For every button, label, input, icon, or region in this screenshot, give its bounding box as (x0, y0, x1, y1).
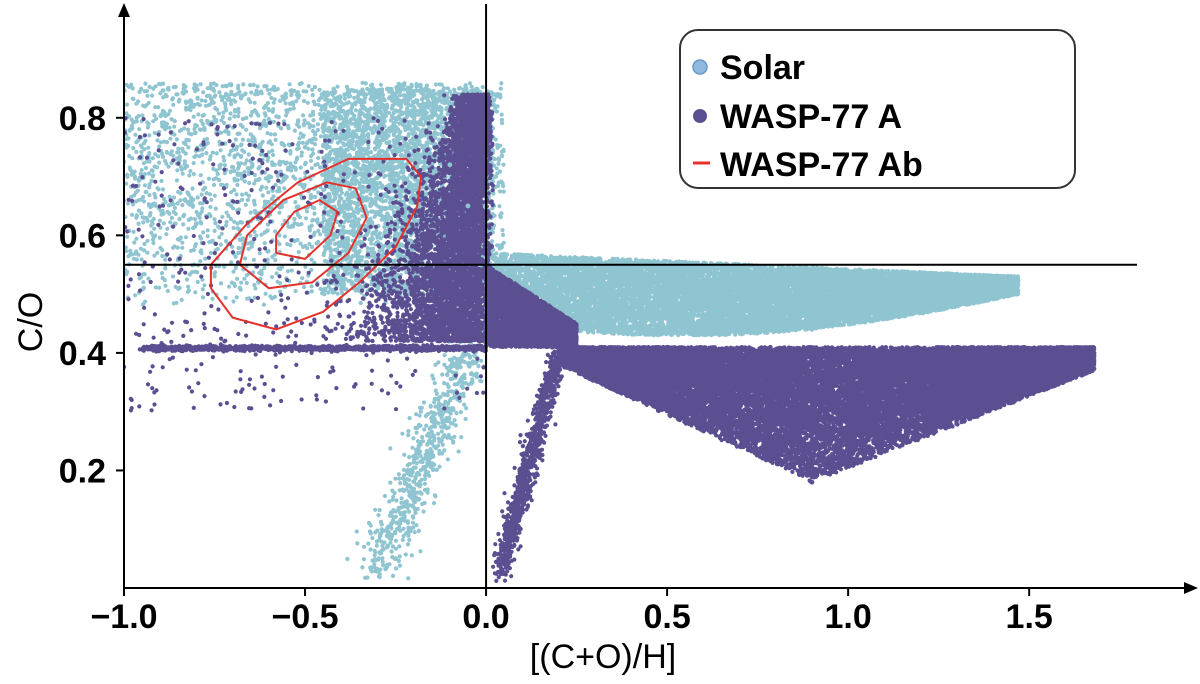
legend-label-wasp77ab: WASP-77 Ab (720, 146, 923, 184)
wasp77a-point-14 (302, 344, 308, 350)
x-tick-label: 1.0 (825, 598, 872, 636)
wasp77a-point-13 (501, 556, 507, 562)
legend-box (679, 29, 1076, 189)
y-tick-label: 0.6 (59, 217, 106, 255)
y-tick-label: 0.4 (59, 335, 106, 373)
solar-point-17 (809, 326, 815, 332)
solar-point-15 (1008, 274, 1014, 279)
x-tick-label: 1.5 (1006, 598, 1053, 636)
wasp77a-point-15 (157, 344, 163, 350)
x-ticks: −1.0 −0.5 0.0 0.5 1.0 1.5 (90, 588, 1053, 636)
y-tick-label: 0.2 (59, 452, 106, 490)
solar-point-0 (266, 174, 272, 179)
solar-point-5 (447, 162, 453, 168)
contour-middle (238, 181, 368, 290)
solar-point-13 (881, 291, 887, 297)
wasp77a-point-11 (1081, 356, 1086, 362)
x-tick-label: −0.5 (271, 598, 338, 636)
solar-point-3 (375, 91, 380, 97)
wasp77a-point-9 (954, 379, 960, 385)
solar-point-10 (664, 291, 670, 297)
wasp77a-point-5 (737, 409, 742, 415)
x-axis-label: [(C+O)/H] (530, 638, 676, 676)
contour-outer (209, 157, 422, 331)
solar-point-14 (954, 279, 960, 285)
wasp77a-point-16 (375, 291, 380, 297)
legend-label-solar: Solar (720, 49, 805, 87)
contour-inner (275, 199, 339, 260)
solar-point-19 (411, 497, 417, 503)
solar-point-2 (338, 115, 344, 121)
x-axis (124, 582, 1198, 594)
x-tick-label: −1.0 (90, 598, 157, 636)
series-solar-points (124, 80, 1021, 581)
solar-point-16 (700, 321, 706, 326)
legend-marker-wasp77a (693, 109, 707, 123)
wasp77a-point-0 (447, 203, 453, 209)
legend: Solar WASP-77 A WASP-77 Ab (679, 29, 1076, 189)
y-axis (118, 3, 130, 588)
solar-point-11 (737, 297, 742, 303)
legend-marker-solar (692, 59, 708, 75)
x-tick-label: 0.0 (462, 598, 509, 636)
solar-point-6 (465, 203, 471, 209)
y-ticks: 0.2 0.4 0.6 0.8 (59, 100, 124, 490)
x-tick-label: 0.5 (643, 598, 690, 636)
legend-label-wasp77a: WASP-77 A (720, 98, 902, 136)
wasp77a-point-12 (519, 468, 525, 473)
legend-entry-wasp77ab: WASP-77 Ab (693, 146, 923, 184)
solar-point-7 (194, 221, 199, 226)
legend-entry-solar: Solar (692, 49, 805, 87)
x-axis-arrow (1184, 582, 1198, 594)
wasp77a-point-2 (519, 321, 525, 326)
solar-point-4 (411, 127, 417, 132)
y-tick-label: 0.8 (59, 100, 106, 138)
y-axis-arrow (118, 3, 130, 17)
legend-entry-wasp77a: WASP-77 A (693, 98, 902, 136)
contour-layer (209, 157, 422, 331)
wasp77a-point-8 (881, 409, 887, 415)
scatter-points-layer (124, 80, 1097, 583)
y-axis-label: C/O (12, 292, 50, 352)
wasp77a-point-3 (592, 362, 598, 368)
solar-point-12 (809, 297, 815, 303)
wasp77a-point-4 (664, 385, 670, 391)
solar-point-9 (592, 274, 598, 279)
solar-point-18 (447, 409, 453, 415)
solar-point-8 (519, 256, 525, 262)
wasp77a-point-6 (809, 438, 815, 444)
wasp77a-point-10 (1026, 362, 1032, 368)
solar-point-1 (302, 144, 308, 150)
solar-point-20 (393, 556, 398, 562)
wasp77a-point-7 (809, 479, 815, 485)
series-wasp77a-points (124, 92, 1097, 583)
